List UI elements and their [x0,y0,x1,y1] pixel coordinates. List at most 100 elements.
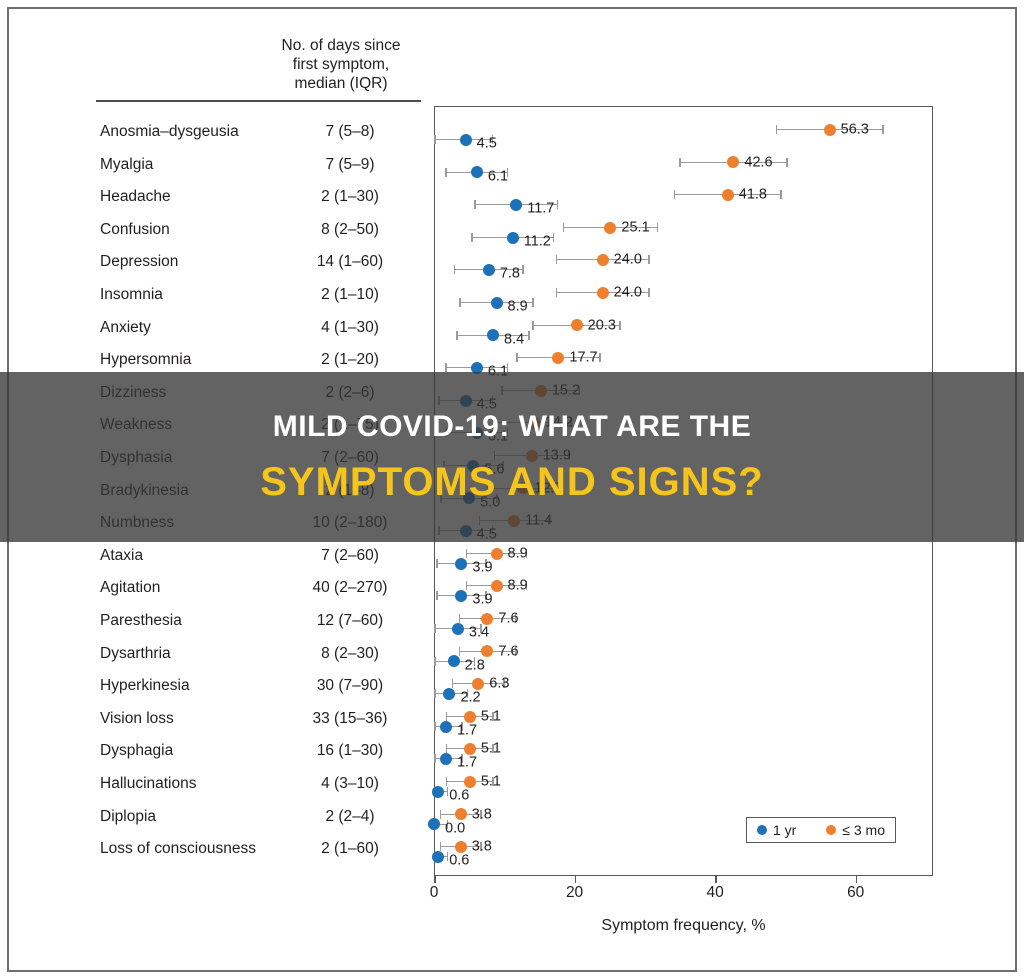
value-label-1yr: 3.4 [468,624,490,641]
value-label-1yr: 1.7 [456,722,478,739]
value-label-1yr: 8.9 [507,298,528,315]
point-3mo [454,840,467,853]
symptom-label: Paresthesia [100,612,182,629]
point-3mo [463,710,476,723]
symptom-label: Vision loss [100,709,174,727]
days-median-iqr-value: 4 (1–30) [321,318,379,336]
value-label-1yr: 11.7 [527,200,555,217]
x-axis-tick [574,876,577,883]
days-column-header: No. of days since first symptom, median … [281,37,401,92]
point-1yr [490,296,503,309]
legend-dot-3mo [826,825,837,835]
days-median-iqr-value: 14 (1–60) [316,253,384,271]
point-1yr [439,753,452,766]
value-label-3mo: 20.3 [587,317,616,334]
days-median-iqr-value: 2 (2–4) [325,807,375,825]
value-label-3mo: 6.3 [489,675,510,692]
value-label-3mo: 3.8 [471,806,492,823]
value-label-3mo: 25.1 [621,219,650,236]
days-median-iqr-value: 2 (1–60) [321,840,379,858]
header-divider-line [96,100,421,102]
value-label-3mo: 56.3 [840,121,869,138]
point-3mo [570,319,583,332]
days-median-iqr-value: 7 (2–60) [321,546,379,564]
days-median-iqr-value: 2 (1–20) [321,351,379,369]
symptom-label: Loss of consciousness [100,840,256,858]
point-1yr [428,818,440,831]
value-label-1yr: 2.8 [464,657,485,674]
point-3mo [823,123,836,136]
days-median-iqr-value: 7 (5–8) [325,123,375,140]
point-3mo [481,645,494,658]
value-label-3mo: 5.1 [480,708,501,725]
point-1yr [506,231,519,244]
days-median-iqr-value: 2 (1–30) [321,188,379,206]
value-label-3mo: 5.1 [480,741,501,758]
value-label-1yr: 2.2 [460,689,481,706]
point-3mo [463,743,476,756]
x-axis-tick [434,876,436,883]
point-3mo [490,580,503,593]
value-label-3mo: 5.1 [480,773,501,790]
days-median-iqr-value: 30 (7–90) [316,677,384,695]
value-label-1yr: 6.1 [487,168,509,185]
point-3mo [481,612,494,625]
point-3mo [472,677,485,690]
value-label-1yr: 11.2 [523,233,551,250]
point-1yr [455,590,468,603]
symptom-label: Hypersomnia [100,351,192,369]
symptom-label: Headache [100,188,171,206]
value-label-3mo: 41.8 [738,186,767,203]
banner-title-line1: MILD COVID-19: WHAT ARE THE [272,409,752,443]
value-label-3mo: 8.9 [507,545,528,562]
legend-dot-1yr [757,825,767,835]
legend-label-3mo: ≤ 3 mo [842,822,885,838]
point-3mo [454,808,467,821]
value-label-1yr: 0.6 [449,852,470,869]
value-label-1yr: 4.5 [476,135,497,152]
legend: 1 yr ≤ 3 mo [746,817,896,843]
days-median-iqr-value: 33 (15–36) [312,709,388,727]
symptom-label: Agitation [100,579,161,597]
point-3mo [604,221,617,234]
value-label-1yr: 1.7 [456,755,478,772]
x-axis-tick-label: 40 [706,884,724,901]
days-median-iqr-value: 16 (1–30) [316,742,384,760]
symptom-label: Myalgia [100,155,154,173]
value-label-3mo: 3.8 [471,838,492,855]
symptom-label: Dysarthria [100,644,171,662]
symptom-label: Anosmia–dysgeusia [100,123,239,140]
banner-title-line2: SYMPTOMS AND SIGNS? [260,459,764,504]
value-label-1yr: 0.0 [445,820,466,837]
point-3mo [596,254,609,267]
point-3mo [727,156,740,169]
value-label-3mo: 24.0 [613,252,642,269]
symptom-label: Dysphagia [100,742,174,760]
legend-item-1yr: 1 yr [757,822,796,838]
title-banner-overlay: MILD COVID-19: WHAT ARE THE SYMPTOMS AND… [0,372,1024,542]
symptom-label: Depression [100,253,179,271]
days-median-iqr-value: 8 (2–30) [321,644,379,662]
value-label-1yr: 3.9 [472,592,493,609]
point-3mo [552,351,565,364]
point-1yr [455,557,468,570]
x-axis-tick [855,876,858,883]
point-1yr [439,720,452,733]
days-median-iqr-value: 40 (2–270) [312,579,388,597]
days-median-iqr-value: 7 (5–9) [325,155,375,173]
x-axis-tick-label: 0 [429,884,439,901]
value-label-3mo: 8.9 [507,578,528,595]
point-1yr [432,785,445,798]
point-1yr [443,687,456,700]
value-label-1yr: 0.6 [449,787,470,804]
point-1yr [482,264,495,277]
symptom-label: Anxiety [100,318,151,336]
legend-label-1yr: 1 yr [773,822,797,838]
days-median-iqr-value: 8 (2–50) [321,220,379,238]
value-label-3mo: 7.6 [498,643,519,660]
point-1yr [510,198,523,211]
value-label-3mo: 24.0 [613,284,642,301]
symptom-label: Insomnia [100,286,163,303]
days-median-iqr-value: 12 (7–60) [316,612,384,629]
